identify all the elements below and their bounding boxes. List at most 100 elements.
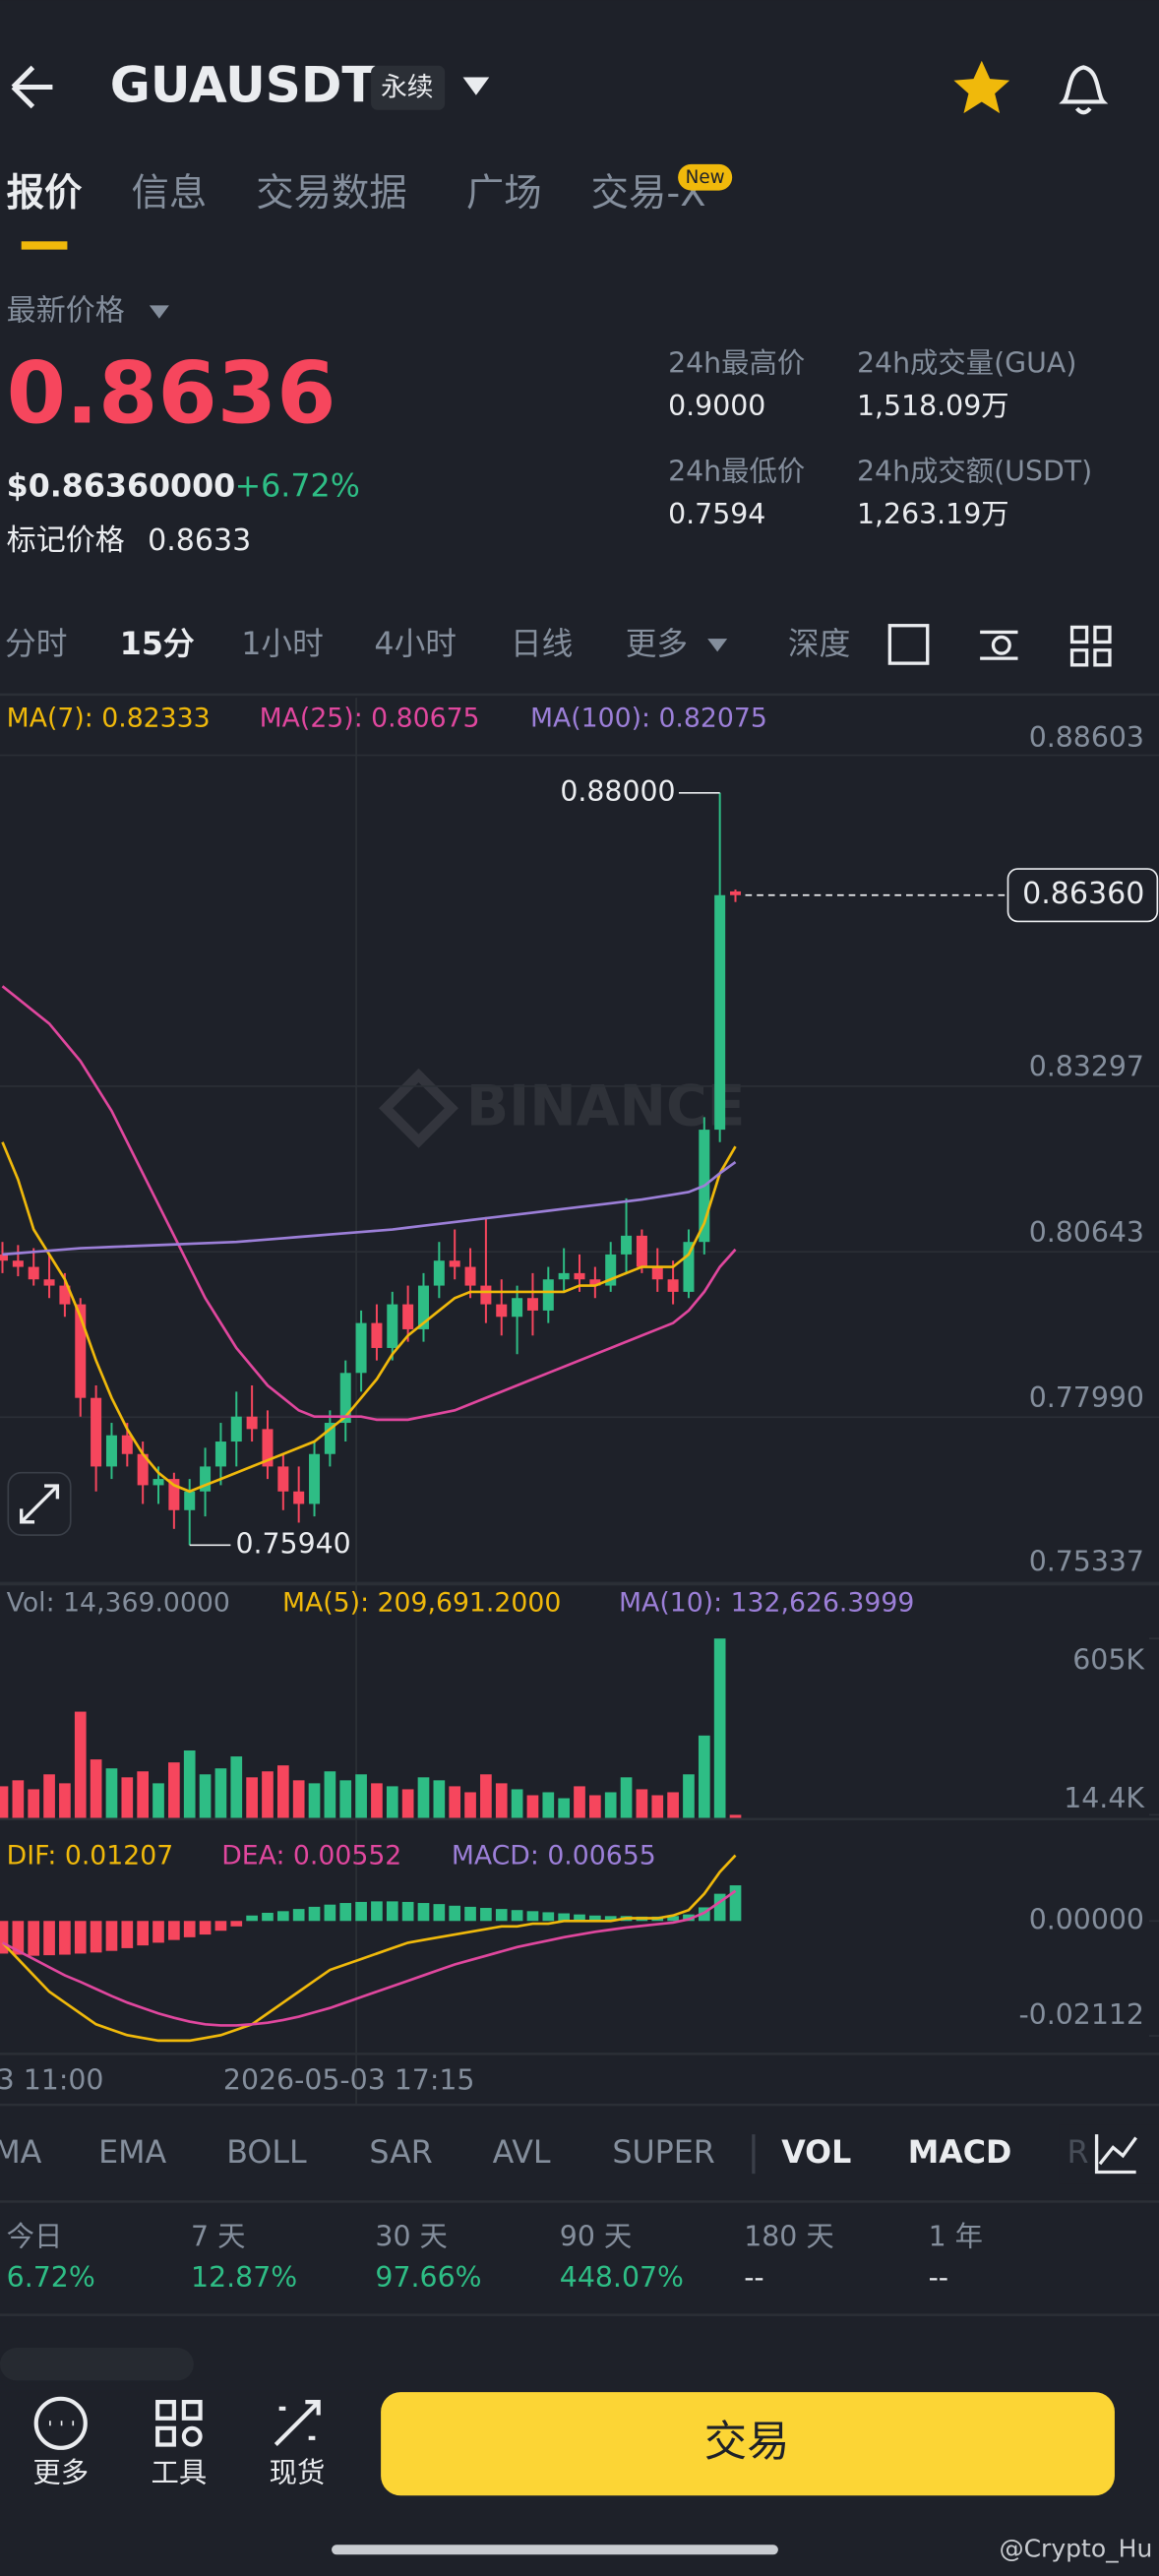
last-price-label: 0.86360 — [1022, 877, 1144, 911]
volume-bar — [12, 1780, 25, 1819]
stat-value: 0.9000 — [668, 390, 765, 422]
macd-bar — [12, 1921, 25, 1955]
volume-bar — [276, 1765, 289, 1819]
candle-body — [152, 1479, 164, 1486]
interval[interactable]: 更多 — [626, 627, 688, 662]
volume-bar — [105, 1768, 118, 1819]
candle-body — [12, 1260, 24, 1267]
y-tick-label: 0.88603 — [1029, 721, 1144, 754]
indicator[interactable]: AVL — [493, 2135, 551, 2171]
performance: 今日 6.72% 7 天 12.87% 30 天 97.66% 90 天 448.07% 180… — [7, 2220, 983, 2294]
volume-bar — [386, 1786, 398, 1819]
period-value: -- — [744, 2261, 763, 2294]
fade-tab — [0, 2348, 194, 2381]
spot-icon[interactable] — [274, 2400, 321, 2446]
candle-body — [605, 1254, 617, 1286]
trade-button[interactable] — [381, 2392, 1115, 2496]
fullscreen-icon[interactable] — [887, 624, 930, 665]
period-value: 97.66% — [375, 2261, 481, 2294]
indicator[interactable]: SUPER — [612, 2135, 714, 2171]
credit: @Crypto_Hu — [1000, 2534, 1153, 2562]
macd-bar — [308, 1906, 321, 1922]
macd-bar — [324, 1904, 336, 1922]
indicator[interactable]: MA — [0, 2135, 42, 2171]
y-tick-label: 0.83297 — [1029, 1051, 1144, 1083]
candle-body — [43, 1279, 55, 1286]
volume-bar — [433, 1780, 446, 1819]
macd-bar — [199, 1921, 212, 1935]
candle-body — [512, 1298, 523, 1318]
time-label: 3 11:00 — [0, 2064, 103, 2097]
volume-bar — [308, 1783, 321, 1819]
candle-body — [277, 1466, 289, 1492]
tab[interactable]: 报价 — [7, 171, 83, 215]
candle-body — [59, 1285, 71, 1305]
macd-bar — [137, 1921, 150, 1946]
nav-label[interactable]: 工具 — [152, 2457, 208, 2489]
symbol-dropdown[interactable] — [462, 77, 490, 95]
macd-bar — [292, 1909, 305, 1922]
candle-body — [230, 1416, 242, 1442]
volume-bar — [199, 1774, 212, 1819]
indicator[interactable]: EMA — [98, 2135, 166, 2171]
volume-bar — [152, 1783, 164, 1819]
settings-icon[interactable] — [980, 630, 1018, 660]
interval[interactable]: 1小时 — [241, 627, 324, 662]
period-value: 12.87% — [191, 2261, 297, 2294]
favorite-star[interactable] — [953, 60, 1010, 114]
macd-bar — [152, 1921, 164, 1943]
candle-body — [542, 1279, 554, 1311]
volume-bar — [713, 1638, 726, 1819]
candle-body — [480, 1285, 492, 1305]
interval[interactable]: 分时 — [5, 627, 67, 662]
period-value: 448.07% — [560, 2261, 684, 2294]
more-dropdown[interactable] — [707, 639, 728, 652]
macd-bar — [558, 1913, 570, 1922]
candle-body — [137, 1453, 149, 1486]
time-label: 2026-05-03 17:15 — [223, 2064, 475, 2097]
volume-bar — [214, 1768, 227, 1819]
candle-body — [558, 1272, 570, 1280]
stat-value: 1,263.19万 — [857, 498, 1009, 530]
y-tick-label: 0.75337 — [1029, 1545, 1144, 1577]
interval[interactable]: 深度 — [788, 627, 850, 662]
interval[interactable]: 4小时 — [374, 627, 457, 662]
more-icon[interactable] — [33, 2396, 88, 2450]
candle-body — [324, 1423, 336, 1454]
indicator[interactable]: MACD — [908, 2135, 1012, 2171]
tab[interactable]: 广场 — [466, 171, 542, 215]
price-dropdown[interactable] — [149, 305, 169, 319]
symbol: GUAUSDT — [110, 57, 376, 114]
indicator[interactable]: VOL — [781, 2135, 851, 2171]
legend-item: MA(10): 132,626.3999 — [619, 1588, 914, 1619]
layout-icon[interactable] — [1069, 625, 1112, 667]
back-button[interactable] — [11, 65, 53, 109]
tools-icon[interactable] — [155, 2400, 203, 2447]
tab[interactable]: 信息 — [131, 171, 207, 215]
nav-label[interactable]: 更多 — [32, 2457, 89, 2489]
stat-label: 24h成交量(GUA) — [857, 346, 1076, 379]
macd-bar — [105, 1921, 118, 1951]
indicator[interactable]: BOLL — [226, 2135, 307, 2171]
volume-bar — [604, 1792, 617, 1819]
candle-body — [339, 1373, 351, 1424]
period-label: 1 年 — [929, 2220, 983, 2252]
candle-body — [105, 1435, 117, 1467]
volume-bar — [43, 1774, 55, 1819]
interval[interactable]: 15分 — [120, 627, 195, 662]
interval[interactable]: 日线 — [511, 627, 573, 662]
candle-body — [371, 1322, 383, 1348]
volume-bar — [324, 1771, 336, 1819]
tab[interactable]: 交易数据 — [256, 171, 406, 215]
alert-bell[interactable] — [1059, 65, 1109, 115]
macd-bar — [246, 1915, 258, 1922]
macd-bar — [433, 1904, 446, 1922]
indicator-line — [1, 1889, 737, 2027]
watermark-logo — [379, 1068, 458, 1148]
candle-body — [417, 1285, 429, 1329]
indicator[interactable]: SAR — [369, 2135, 432, 2171]
indicator-settings[interactable] — [1094, 2134, 1137, 2175]
nav-label[interactable]: 现货 — [270, 2457, 326, 2489]
volume-bar — [339, 1780, 352, 1819]
candle-body — [293, 1491, 305, 1504]
